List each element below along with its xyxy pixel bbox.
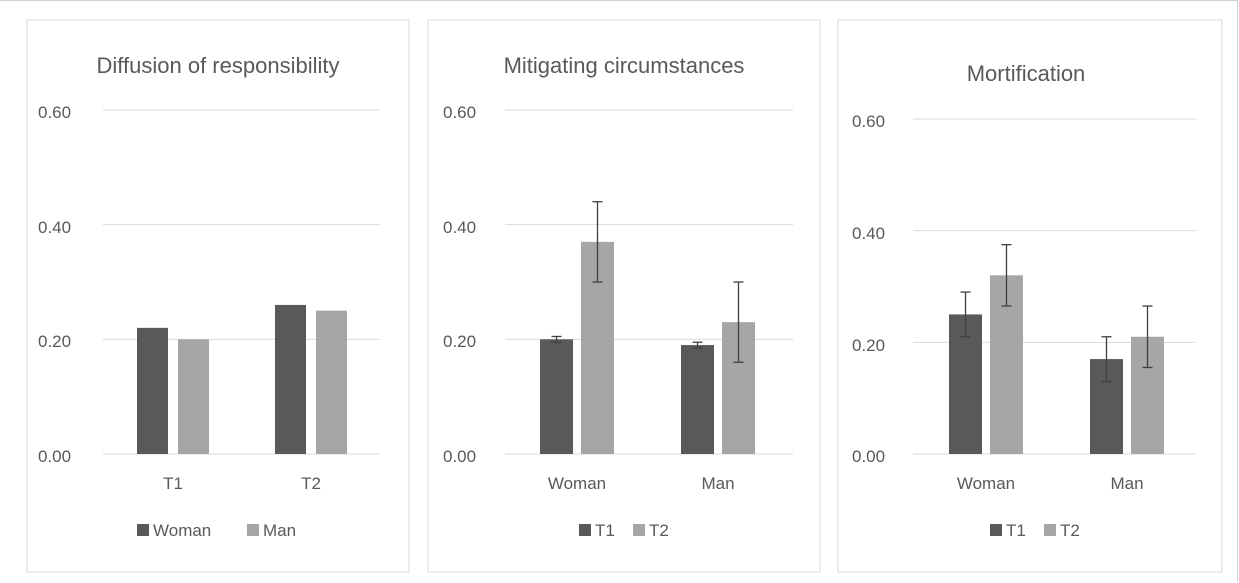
x-tick-label: T2 — [301, 474, 321, 493]
bar — [137, 327, 168, 454]
y-tick-label: 0.40 — [443, 218, 476, 237]
chart-panel-1: Diffusion of responsibility 0.60 0.40 0.… — [26, 19, 410, 573]
y-tick-label: 0.20 — [38, 332, 71, 351]
bar — [316, 310, 347, 454]
y-tick-label: 0.20 — [852, 336, 885, 355]
x-axis: Woman Man — [957, 474, 1144, 493]
bar — [681, 345, 714, 454]
x-axis: Woman Man — [548, 474, 735, 493]
y-axis: 0.60 0.40 0.20 0.00 — [443, 103, 476, 466]
legend-swatch — [1044, 524, 1056, 536]
y-tick-label: 0.40 — [852, 224, 885, 243]
y-tick-label: 0.00 — [38, 447, 71, 466]
legend-swatch — [579, 524, 591, 536]
bars — [540, 201, 755, 454]
legend-label: Man — [263, 521, 296, 540]
panel-frame — [26, 19, 410, 573]
bars — [949, 243, 1164, 454]
bars — [137, 304, 347, 454]
y-axis: 0.60 0.40 0.20 0.00 — [38, 103, 71, 466]
panel-frame — [427, 19, 821, 573]
y-tick-label: 0.60 — [443, 103, 476, 122]
legend: T1 T2 — [579, 521, 669, 540]
x-tick-label: T1 — [163, 474, 183, 493]
x-tick-label: Woman — [957, 474, 1015, 493]
legend: Woman Man — [137, 521, 296, 540]
x-tick-label: Woman — [548, 474, 606, 493]
y-tick-label: 0.20 — [443, 332, 476, 351]
chart-panel-3: Mortification 0.60 0.40 0.20 0.00 Woman … — [837, 19, 1223, 573]
x-tick-label: Man — [701, 474, 734, 493]
y-tick-label: 0.60 — [38, 103, 71, 122]
chart-title: Mitigating circumstances — [504, 53, 745, 78]
legend-label: T1 — [595, 521, 615, 540]
y-tick-label: 0.40 — [38, 218, 71, 237]
legend-label: T1 — [1006, 521, 1026, 540]
legend-label: T2 — [649, 521, 669, 540]
x-tick-label: Man — [1110, 474, 1143, 493]
chart-title: Diffusion of responsibility — [97, 53, 340, 78]
chart-panel-2: Mitigating circumstances 0.60 0.40 0.20 … — [427, 19, 821, 573]
bar — [275, 304, 306, 454]
x-axis: T1 T2 — [163, 474, 321, 493]
bar — [949, 314, 982, 454]
y-tick-label: 0.60 — [852, 112, 885, 131]
legend: T1 T2 — [990, 521, 1080, 540]
y-axis: 0.60 0.40 0.20 0.00 — [852, 112, 885, 466]
bar — [540, 339, 573, 454]
legend-label: T2 — [1060, 521, 1080, 540]
legend-swatch — [247, 524, 259, 536]
y-tick-label: 0.00 — [852, 447, 885, 466]
chart-title: Mortification — [967, 61, 1086, 86]
panel-frame — [837, 19, 1223, 573]
legend-swatch — [633, 524, 645, 536]
legend-swatch — [990, 524, 1002, 536]
bar — [178, 339, 209, 454]
legend-label: Woman — [153, 521, 211, 540]
y-tick-label: 0.00 — [443, 447, 476, 466]
legend-swatch — [137, 524, 149, 536]
